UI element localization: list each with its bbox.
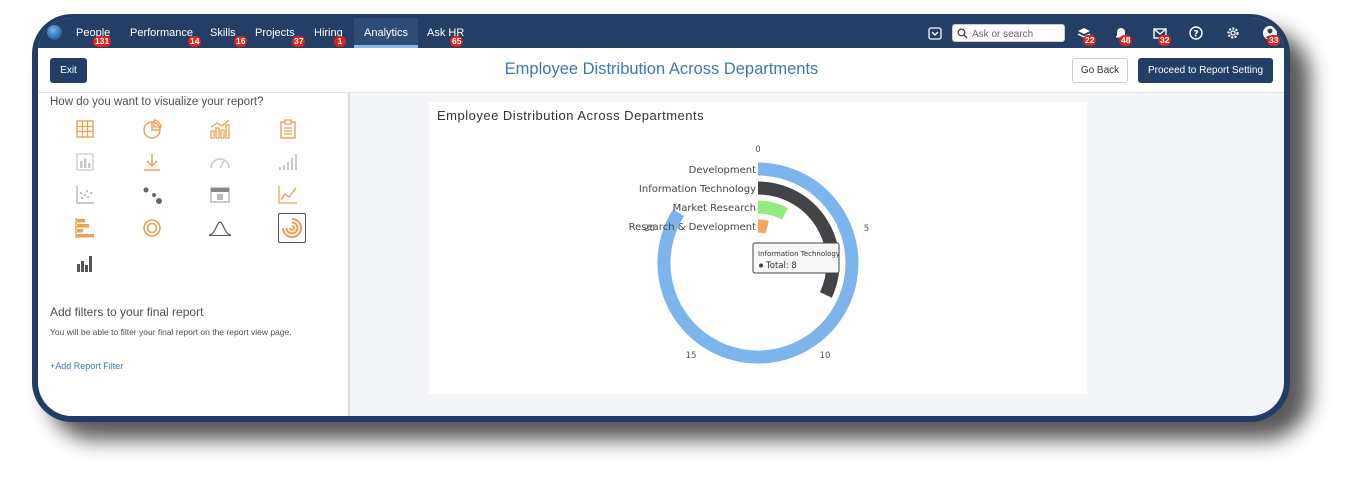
app-logo-icon[interactable] [47,25,62,40]
bell-curve-icon[interactable] [206,214,234,242]
profile-badge: 33 [1267,35,1281,46]
visualization-question: How do you want to visualize your report… [50,96,264,108]
report-header: Exit Employee Distribution Across Depart… [38,48,1284,93]
donut-chart-icon[interactable] [138,214,166,242]
category-label: Development [689,165,756,176]
nav-performance-badge: 14 [188,36,202,47]
gauge-icon[interactable] [206,148,234,176]
nav-performance[interactable]: Performance [130,27,193,39]
chart-tooltip: Information Technology Total: 8 [752,242,840,274]
pie-chart-icon[interactable] [138,115,166,143]
category-label: Market Research [673,203,756,214]
radial-bar-chart-icon[interactable] [278,213,306,243]
table-icon[interactable] [71,115,99,143]
calendar-icon[interactable] [206,181,234,209]
column-chart-icon[interactable] [71,148,99,176]
nav-ask-hr-badge: 65 [450,36,464,47]
add-report-filter-link[interactable]: +Add Report Filter [50,361,124,371]
settings-gear-icon[interactable] [1225,25,1241,41]
step-bars-icon[interactable] [274,148,302,176]
line-chart-icon[interactable] [274,181,302,209]
exit-button[interactable]: Exit [50,58,87,83]
filters-description: You will be able to filter your final re… [50,327,292,337]
nav-analytics[interactable]: Analytics [354,18,419,48]
visualization-panel: How do you want to visualize your report… [38,93,350,416]
search-box[interactable] [952,24,1066,42]
radial-bar-chart: Development Information Technology Market … [629,145,869,364]
notifications-badge: 48 [1119,35,1133,46]
nav-projects[interactable]: Projects [255,27,295,39]
radial-bar-development[interactable] [657,162,859,364]
svg-text:?: ? [1193,30,1198,40]
chart-card: Employee Distribution Across Departments… [429,102,1087,394]
messages-badge: 32 [1158,35,1172,46]
tooltip-category: Information Technology [758,250,840,258]
axis-tick-label: 20 [644,224,655,234]
category-label: Research & Development [629,222,756,233]
axis-tick-label: 5 [864,224,869,234]
bar-line-chart-icon[interactable] [206,115,234,143]
filters-title: Add filters to your final report [50,305,204,319]
go-back-button[interactable]: Go Back [1072,58,1128,83]
radial-bar-market-research[interactable] [757,200,789,220]
page-title: Employee Distribution Across Departments [504,60,819,78]
top-nav: People 131 Performance 14 Skills 16 Proj… [38,18,1284,48]
axis-tick-label: 10 [820,351,831,361]
radial-bar-research-development[interactable] [757,219,769,234]
tooltip-value: Total: 8 [765,261,797,271]
nav-people-badge: 131 [93,36,112,47]
nav-skills[interactable]: Skills [210,27,236,39]
app-screen: People 131 Performance 14 Skills 16 Proj… [38,18,1284,416]
search-input[interactable] [970,27,1066,42]
chart-title: Employee Distribution Across Departments [437,108,705,123]
scatter-plot-icon[interactable] [71,181,99,209]
nav-skills-badge: 16 [234,36,248,47]
inbox-badge: 22 [1083,35,1097,46]
search-icon [957,28,968,39]
help-icon[interactable]: ? [1188,25,1204,41]
nav-projects-badge: 37 [292,36,306,47]
nav-hiring-badge: 1 [334,36,346,47]
clipboard-report-icon[interactable] [274,115,302,143]
tooltip-series-marker [759,263,763,268]
axis-tick-label: 0 [755,145,760,155]
category-label: Information Technology [639,184,756,195]
bubble-chart-icon[interactable] [138,181,166,209]
proceed-to-report-setting-button[interactable]: Proceed to Report Setting [1138,58,1273,83]
horizontal-bar-chart-icon[interactable] [71,214,99,242]
timer-icon[interactable] [927,25,943,41]
radial-bar-information-technology[interactable] [757,181,840,298]
download-icon[interactable] [138,148,166,176]
axis-tick-label: 15 [686,351,697,361]
mixed-bar-chart-icon[interactable] [71,249,99,277]
